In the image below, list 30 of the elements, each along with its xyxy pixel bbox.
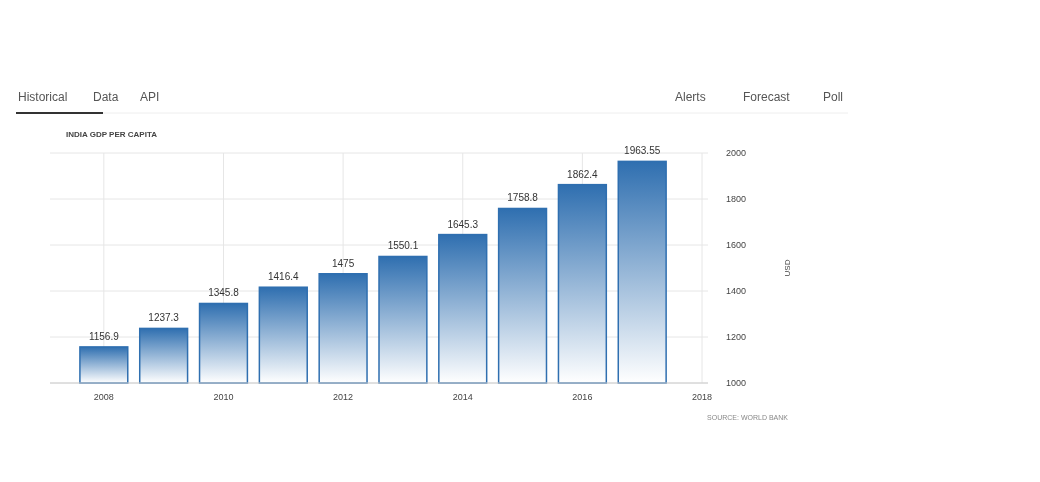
text: Data (93, 90, 119, 104)
data-label: 1475 (331, 257, 355, 269)
x-tick-label: 2014 (452, 392, 473, 402)
x-tick-label: 2016 (572, 392, 593, 402)
x-tick-label: 2010 (213, 392, 234, 402)
x-tick-label: 2012 (333, 392, 354, 402)
text: Alerts (675, 90, 706, 104)
data-label: 1237.3 (148, 312, 180, 324)
x-tick-label: 2018 (692, 392, 713, 402)
data-label: 1416.4 (267, 271, 300, 283)
data-label: 1645.3 (447, 218, 479, 230)
y-tick-label: 1600 (726, 240, 747, 250)
y-tick-label: 1800 (726, 194, 747, 204)
y-tick-label: 1400 (726, 286, 747, 296)
text: Historical (18, 90, 68, 104)
y-tick-label: 1000 (726, 378, 747, 388)
text: Poll (823, 90, 844, 104)
data-label: 1758.8 (507, 192, 539, 204)
data-label: 1550.1 (387, 240, 419, 252)
data-label: 1345.8 (208, 287, 240, 299)
chart-title: INDIA GDP PER CAPITA (66, 130, 158, 139)
y-axis-title: USD (783, 259, 792, 277)
y-tick-label: 1200 (726, 332, 747, 342)
data-label: 1156.9 (88, 330, 120, 342)
text: API (140, 90, 160, 104)
text: Forecast (743, 90, 791, 104)
x-tick-label: 2008 (93, 392, 114, 402)
data-label: 1963.55 (624, 145, 661, 157)
y-tick-label: 2000 (726, 148, 747, 158)
data-label: 1862.4 (567, 168, 599, 180)
